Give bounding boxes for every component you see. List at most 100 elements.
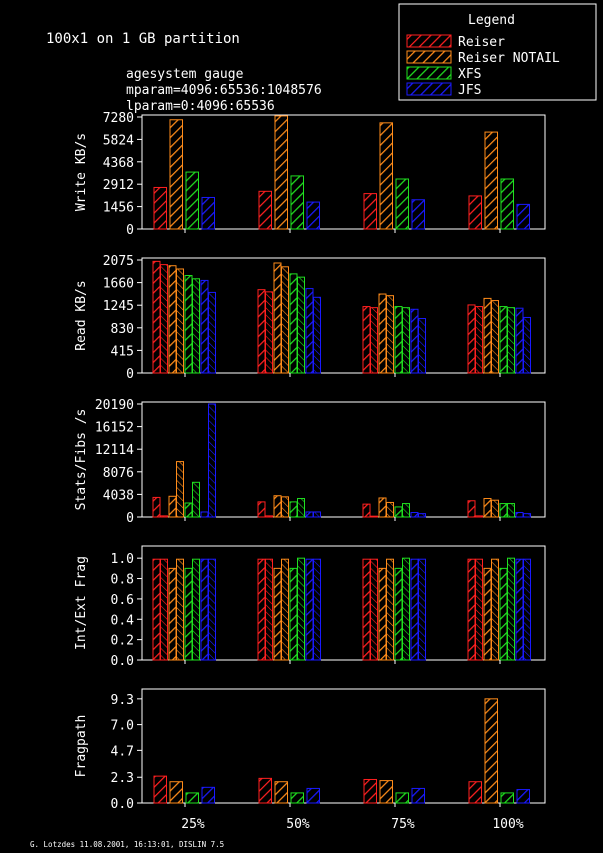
panel-frame: [141, 545, 546, 661]
y-tick-label: 4.7: [111, 744, 134, 759]
bar-reiser-75pct: [363, 778, 377, 804]
bar-reiser-25pct: [160, 264, 168, 374]
legend-label-4: JFS: [458, 83, 481, 98]
bar-reiser-25pct: [160, 515, 168, 518]
bar-jfs-75pct: [418, 558, 426, 661]
x-tick-label: 50%: [286, 817, 310, 832]
legend-title: Legend: [468, 13, 515, 28]
bar-jfs-25pct: [200, 558, 209, 661]
bar-reiser-25pct: [160, 558, 168, 661]
y-tick-label: 0: [126, 511, 134, 526]
bar-reiser-25pct: [153, 775, 167, 804]
bar-jfs-100pct: [523, 316, 531, 374]
footer-credit: G. Lotzdes 11.08.2001, 16:13:01, DISLIN …: [30, 840, 224, 849]
legend-swatch-2: [406, 50, 452, 64]
bar-reiser-75pct: [370, 307, 378, 374]
bar-xfs-75pct: [394, 567, 403, 661]
subtitle-line-2: mparam=4096:65536:1048576: [126, 83, 322, 98]
bar-reiser-notail-75pct: [378, 497, 387, 518]
bar-jfs-75pct: [411, 787, 425, 804]
bar-reiser-notail-75pct: [379, 780, 393, 804]
bar-xfs-50pct: [289, 567, 298, 661]
bar-reiser-25pct: [153, 186, 167, 230]
panel-2: 0 415 830 1245 1660 2075 Read KB/s: [74, 254, 546, 382]
bar-reiser-notail-25pct: [176, 558, 184, 661]
bar-xfs-75pct: [402, 307, 410, 374]
bar-jfs-75pct: [410, 308, 419, 374]
bar-reiser-notail-100pct: [483, 297, 492, 374]
y-tick-label: 1.0: [111, 552, 134, 567]
legend-swatch-1: [406, 34, 452, 48]
bar-xfs-25pct: [192, 481, 200, 518]
y-axis-label: Fragpath: [74, 715, 89, 778]
bar-reiser-100pct: [467, 558, 476, 661]
y-tick-label: 0.0: [111, 654, 134, 669]
panel-frame: [141, 257, 546, 374]
bar-jfs-100pct: [523, 513, 531, 518]
subtitle-line-3: lparam=0:4096:65536: [126, 99, 275, 114]
panel-frame: [141, 688, 546, 804]
y-axis-label: Read KB/s: [74, 280, 89, 350]
bar-xfs-75pct: [402, 503, 410, 518]
y-tick-label: 12114: [95, 443, 134, 458]
bar-reiser-notail-100pct: [483, 567, 492, 661]
bar-reiser-75pct: [370, 558, 378, 661]
bar-xfs-25pct: [192, 278, 200, 374]
bar-reiser-notail-25pct: [168, 567, 177, 661]
bar-jfs-50pct: [306, 787, 320, 804]
y-tick-label: 0.4: [111, 613, 135, 628]
y-tick-label: 0.6: [111, 593, 134, 608]
panel-5: 0.0 2.3 4.7 7.0 9.3 Fragpath: [74, 688, 546, 812]
bar-jfs-100pct: [516, 789, 530, 804]
y-axis-label: Stats/Fibs /s: [74, 409, 89, 511]
bar-xfs-25pct: [192, 558, 200, 661]
bar-reiser-100pct: [475, 515, 483, 518]
bar-reiser-notail-100pct: [491, 300, 499, 374]
y-tick-label: 1660: [103, 277, 134, 292]
bar-reiser-notail-50pct: [274, 781, 288, 804]
y-tick-label: 830: [111, 322, 134, 337]
bar-reiser-75pct: [370, 515, 378, 518]
bar-reiser-notail-75pct: [386, 295, 394, 374]
bar-jfs-25pct: [208, 291, 216, 374]
bar-reiser-notail-75pct: [386, 558, 394, 661]
x-tick-label: 25%: [181, 817, 205, 832]
bar-jfs-50pct: [313, 558, 321, 661]
bar-reiser-50pct: [265, 515, 273, 518]
bar-reiser-100pct: [468, 195, 482, 230]
bar-jfs-75pct: [411, 199, 425, 230]
bar-xfs-25pct: [184, 567, 193, 661]
bar-xfs-50pct: [297, 498, 305, 518]
bar-reiser-100pct: [468, 781, 482, 804]
legend-swatch-3: [406, 66, 452, 80]
bar-xfs-100pct: [500, 792, 514, 804]
y-tick-label: 2912: [103, 178, 134, 193]
y-axis-label: Int/Ext Frag: [74, 556, 89, 650]
x-tick-label: 100%: [492, 817, 523, 832]
legend-frame: [398, 3, 597, 101]
bar-reiser-notail-50pct: [273, 567, 282, 661]
panel-frame: [141, 114, 546, 230]
bar-jfs-50pct: [305, 558, 314, 661]
bar-xfs-50pct: [290, 792, 304, 804]
bar-xfs-100pct: [499, 503, 508, 518]
y-tick-label: 4368: [103, 156, 134, 171]
bar-xfs-100pct: [507, 307, 515, 374]
bar-xfs-25pct: [184, 275, 193, 374]
bar-jfs-50pct: [306, 201, 320, 230]
y-tick-label: 9.3: [111, 693, 134, 708]
y-tick-label: 0: [126, 367, 134, 382]
panel-3: 0 4038 8076 12114 16152 20190 Stats/Fibs /s: [74, 398, 546, 526]
bar-reiser-100pct: [475, 306, 483, 374]
bar-reiser-notail-100pct: [484, 698, 498, 804]
x-tick-label: 75%: [391, 817, 415, 832]
bar-reiser-50pct: [265, 558, 273, 661]
bar-jfs-75pct: [410, 512, 419, 518]
y-tick-label: 2075: [103, 254, 134, 269]
y-tick-label: 20190: [95, 398, 134, 413]
bar-jfs-50pct: [313, 296, 321, 374]
y-tick-label: 5824: [103, 133, 134, 148]
bar-reiser-75pct: [363, 193, 377, 230]
bar-xfs-50pct: [297, 276, 305, 374]
